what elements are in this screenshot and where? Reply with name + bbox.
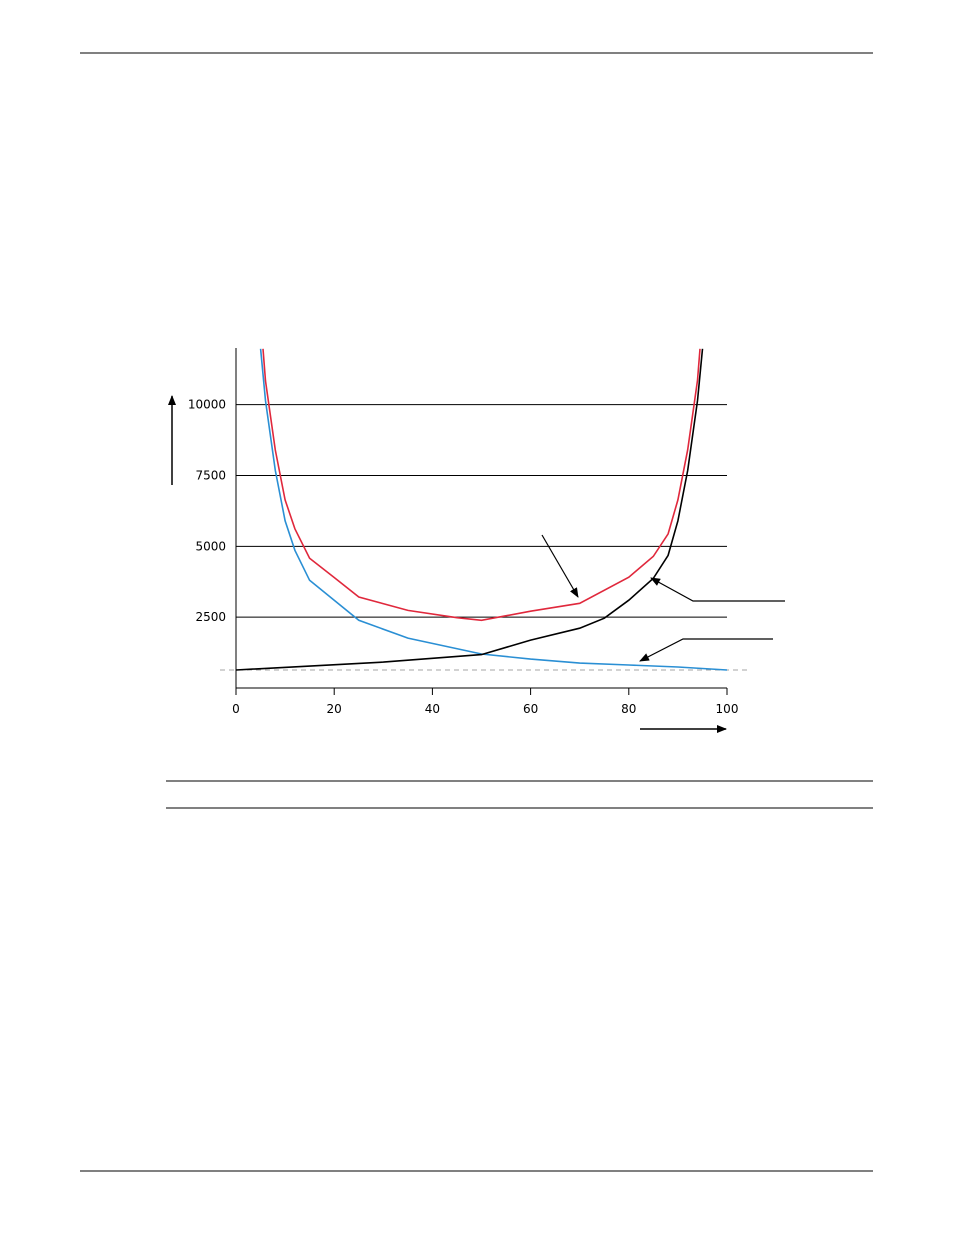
series-line xyxy=(262,348,701,622)
callout-arrow xyxy=(650,577,785,602)
callout-arrow xyxy=(541,534,579,598)
x-tick-label: 0 xyxy=(232,702,240,716)
x-tick-label: 80 xyxy=(621,702,636,716)
x-tick-label: 100 xyxy=(716,702,739,716)
x-tick-label: 20 xyxy=(327,702,342,716)
plot: 2500 5000 7500 10000 0 20 40 60 80 100 xyxy=(188,348,750,716)
y-tick-label: 5000 xyxy=(195,539,226,553)
x-tick-label: 40 xyxy=(425,702,440,716)
series-line xyxy=(259,348,728,671)
y-tick-label: 7500 xyxy=(195,469,226,483)
y-tick-label: 10000 xyxy=(188,398,226,412)
series-line xyxy=(235,348,704,671)
y-tick-label: 2500 xyxy=(195,610,226,624)
x-tick-label: 60 xyxy=(523,702,538,716)
callout-arrow xyxy=(639,638,773,662)
